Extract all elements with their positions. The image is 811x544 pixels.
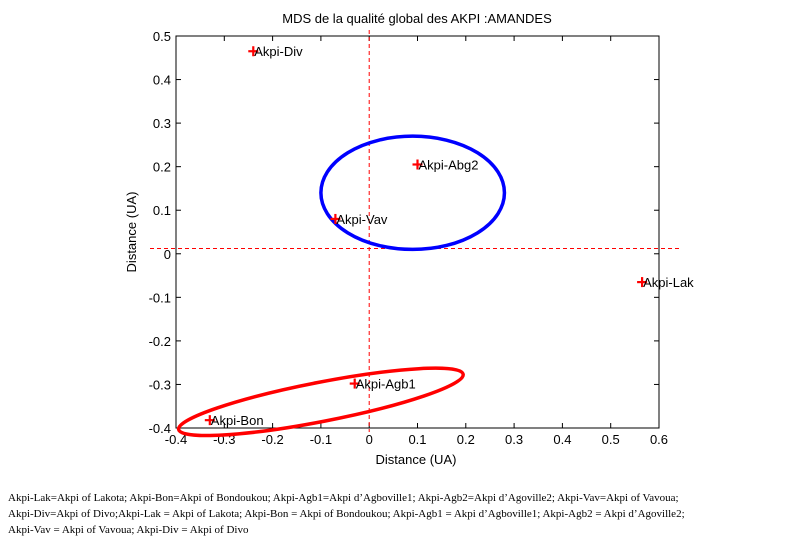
y-tick-label: 0.5: [153, 29, 171, 44]
data-points: Akpi-Div Akpi-Abg2 Akpi-Vav Akpi-Lak Akpi-Ag…: [204, 44, 694, 428]
y-tick-label: 0.3: [153, 116, 171, 131]
x-tick-label: 0.5: [602, 432, 620, 447]
axis-ticks: -0.4 -0.3 -0.2 -0.1 0 0.1 0.2 0.3 0.4 0.5 0.6 -0.4 -…: [149, 29, 668, 447]
y-tick-label: -0.2: [149, 334, 171, 349]
y-tick-label: 0: [164, 247, 171, 262]
point-label: Akpi-Abg2: [419, 157, 479, 172]
blue-group-ellipse: [319, 134, 507, 252]
x-tick-label: 0.3: [505, 432, 523, 447]
x-tick-label: -0.2: [261, 432, 283, 447]
reference-lines: [150, 30, 679, 432]
point-label: Akpi-Agb1: [356, 377, 416, 392]
figure-caption: Akpi-Lak=Akpi of Lakota; Akpi-Bon=Akpi o…: [8, 490, 808, 538]
x-tick-label: 0.6: [650, 432, 668, 447]
plot-area: [175, 35, 660, 429]
chart-title: MDS de la qualité global des AKPI :AMAND…: [282, 11, 552, 26]
caption-line: Akpi-Lak=Akpi of Lakota; Akpi-Bon=Akpi o…: [8, 492, 679, 504]
x-tick-label: 0.2: [457, 432, 475, 447]
y-tick-label: 0.4: [153, 73, 171, 88]
x-tick-label: -0.4: [165, 432, 187, 447]
y-tick-label: -0.1: [149, 290, 171, 305]
group-ellipses: [176, 134, 507, 438]
caption-line: Akpi-Div=Akpi of Divo;Akpi-Lak = Akpi of…: [8, 508, 685, 520]
x-axis-label: Distance (UA): [376, 452, 457, 467]
point-label: Akpi-Bon: [211, 413, 264, 428]
x-tick-label: -0.1: [310, 432, 332, 447]
y-axis-label: Distance (UA): [124, 192, 139, 273]
mds-chart: MDS de la qualité global des AKPI :AMAND…: [124, 11, 694, 467]
x-tick-label: 0: [366, 432, 373, 447]
x-tick-label: 0.1: [408, 432, 426, 447]
point-label: Akpi-Div: [254, 44, 303, 59]
point-label: Akpi-Lak: [643, 275, 694, 290]
point-label: Akpi-Vav: [336, 212, 388, 227]
y-tick-label: 0.2: [153, 160, 171, 175]
red-group-ellipse: [176, 366, 465, 438]
x-tick-label: 0.4: [553, 432, 571, 447]
y-tick-label: 0.1: [153, 203, 171, 218]
caption-line: Akpi-Vav = Akpi of Vavoua; Akpi-Div = Ak…: [8, 524, 249, 536]
y-tick-label: -0.4: [149, 421, 171, 436]
y-tick-label: -0.3: [149, 377, 171, 392]
